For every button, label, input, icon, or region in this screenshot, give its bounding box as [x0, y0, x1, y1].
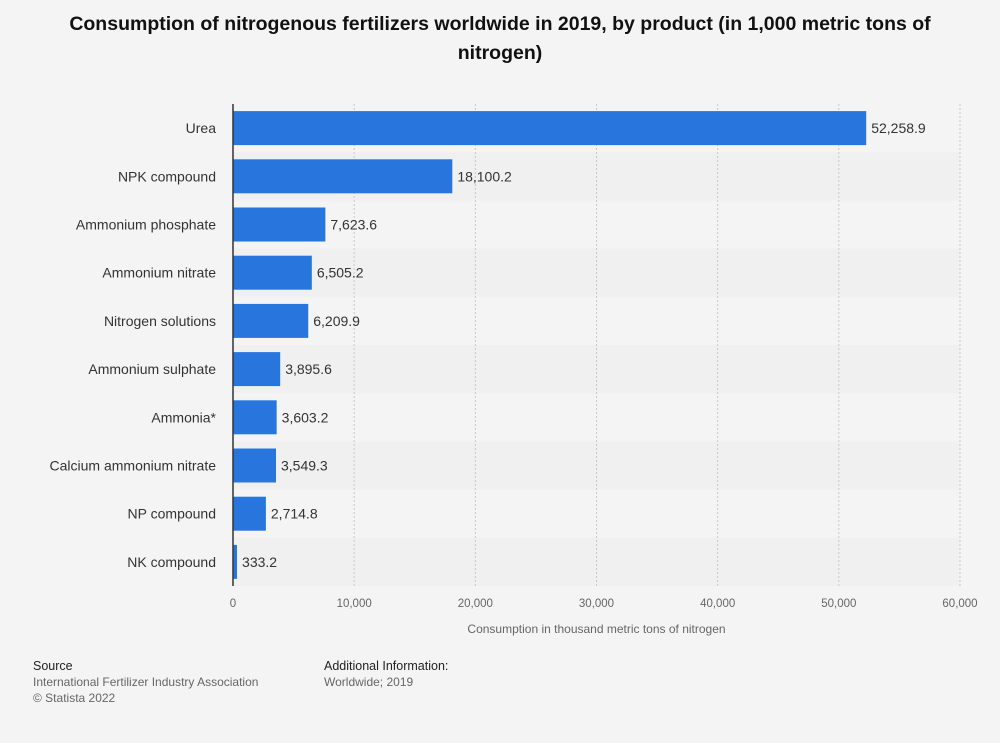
chart-title: Consumption of nitrogenous fertilizers w…	[69, 13, 931, 64]
x-tick-label: 40,000	[700, 598, 735, 610]
bar-chart: Urea 52,258.9 NPK compound 18,100.2 Ammonium…	[50, 104, 978, 636]
value-label: 52,258.9	[871, 120, 926, 136]
bar	[233, 448, 277, 483]
x-tick-label: 20,000	[458, 598, 493, 610]
value-label: 7,623.6	[330, 217, 377, 233]
category-label: Ammonium phosphate	[76, 217, 216, 233]
category-label: Nitrogen solutions	[104, 313, 216, 329]
copyright-text: © Statista 2022	[33, 691, 116, 705]
category-label: Calcium ammonium nitrate	[50, 458, 217, 474]
x-tick-label: 60,000	[942, 598, 977, 610]
category-label: NPK compound	[118, 168, 216, 184]
value-label: 333.2	[242, 554, 277, 570]
category-label: NP compound	[128, 506, 216, 522]
additional-info-block: Additional Information: Worldwide; 2019	[324, 658, 448, 690]
value-label: 18,100.2	[457, 168, 512, 184]
bar	[233, 255, 312, 290]
value-label: 6,505.2	[317, 265, 364, 281]
bar	[233, 207, 326, 242]
additional-info-text: Worldwide; 2019	[324, 675, 414, 689]
category-label: NK compound	[127, 554, 216, 570]
x-tick-label: 30,000	[579, 598, 614, 610]
x-tick-label: 0	[230, 598, 236, 610]
x-tick-label: 50,000	[821, 598, 856, 610]
bar	[233, 303, 309, 338]
category-label: Urea	[186, 120, 217, 136]
value-label: 3,549.3	[281, 458, 328, 474]
category-label: Ammonium nitrate	[102, 265, 216, 281]
bar	[233, 400, 277, 435]
value-label: 3,603.2	[282, 409, 329, 425]
source-block: Source International Fertilizer Industry…	[33, 658, 258, 706]
bar	[233, 111, 867, 146]
x-tick-label: 10,000	[337, 598, 372, 610]
value-label: 6,209.9	[313, 313, 360, 329]
value-label: 3,895.6	[285, 361, 332, 377]
source-text: International Fertilizer Industry Associ…	[33, 675, 259, 689]
category-label: Ammonium sulphate	[88, 361, 216, 377]
category-label: Ammonia*	[151, 409, 216, 425]
source-heading: Source	[33, 659, 73, 673]
bar	[233, 159, 453, 194]
bar	[233, 544, 238, 579]
bar	[233, 352, 281, 387]
value-label: 2,714.8	[271, 506, 318, 522]
additional-info-heading: Additional Information:	[324, 659, 449, 673]
bar	[233, 496, 266, 531]
x-axis-label: Consumption in thousand metric tons of n…	[467, 622, 725, 636]
